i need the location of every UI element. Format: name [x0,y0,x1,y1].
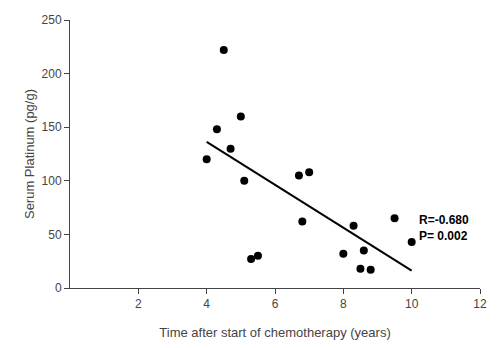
svg-text:2: 2 [135,297,142,311]
svg-text:12: 12 [473,297,487,311]
svg-text:R=-0.680P= 0.002: R=-0.680P= 0.002 [419,213,469,243]
svg-text:8: 8 [340,297,347,311]
svg-text:10: 10 [405,297,419,311]
svg-text:100: 100 [42,174,62,188]
svg-text:50: 50 [48,228,62,242]
svg-text:Time after start of chemothera: Time after start of chemotherapy (years) [159,325,390,340]
svg-text:4: 4 [203,297,210,311]
svg-text:150: 150 [42,120,62,134]
svg-text:6: 6 [272,297,279,311]
svg-text:0: 0 [55,281,62,295]
svg-text:Serum Platinum (pg/g): Serum Platinum (pg/g) [22,89,37,219]
svg-text:250: 250 [42,13,62,27]
svg-text:200: 200 [42,67,62,81]
